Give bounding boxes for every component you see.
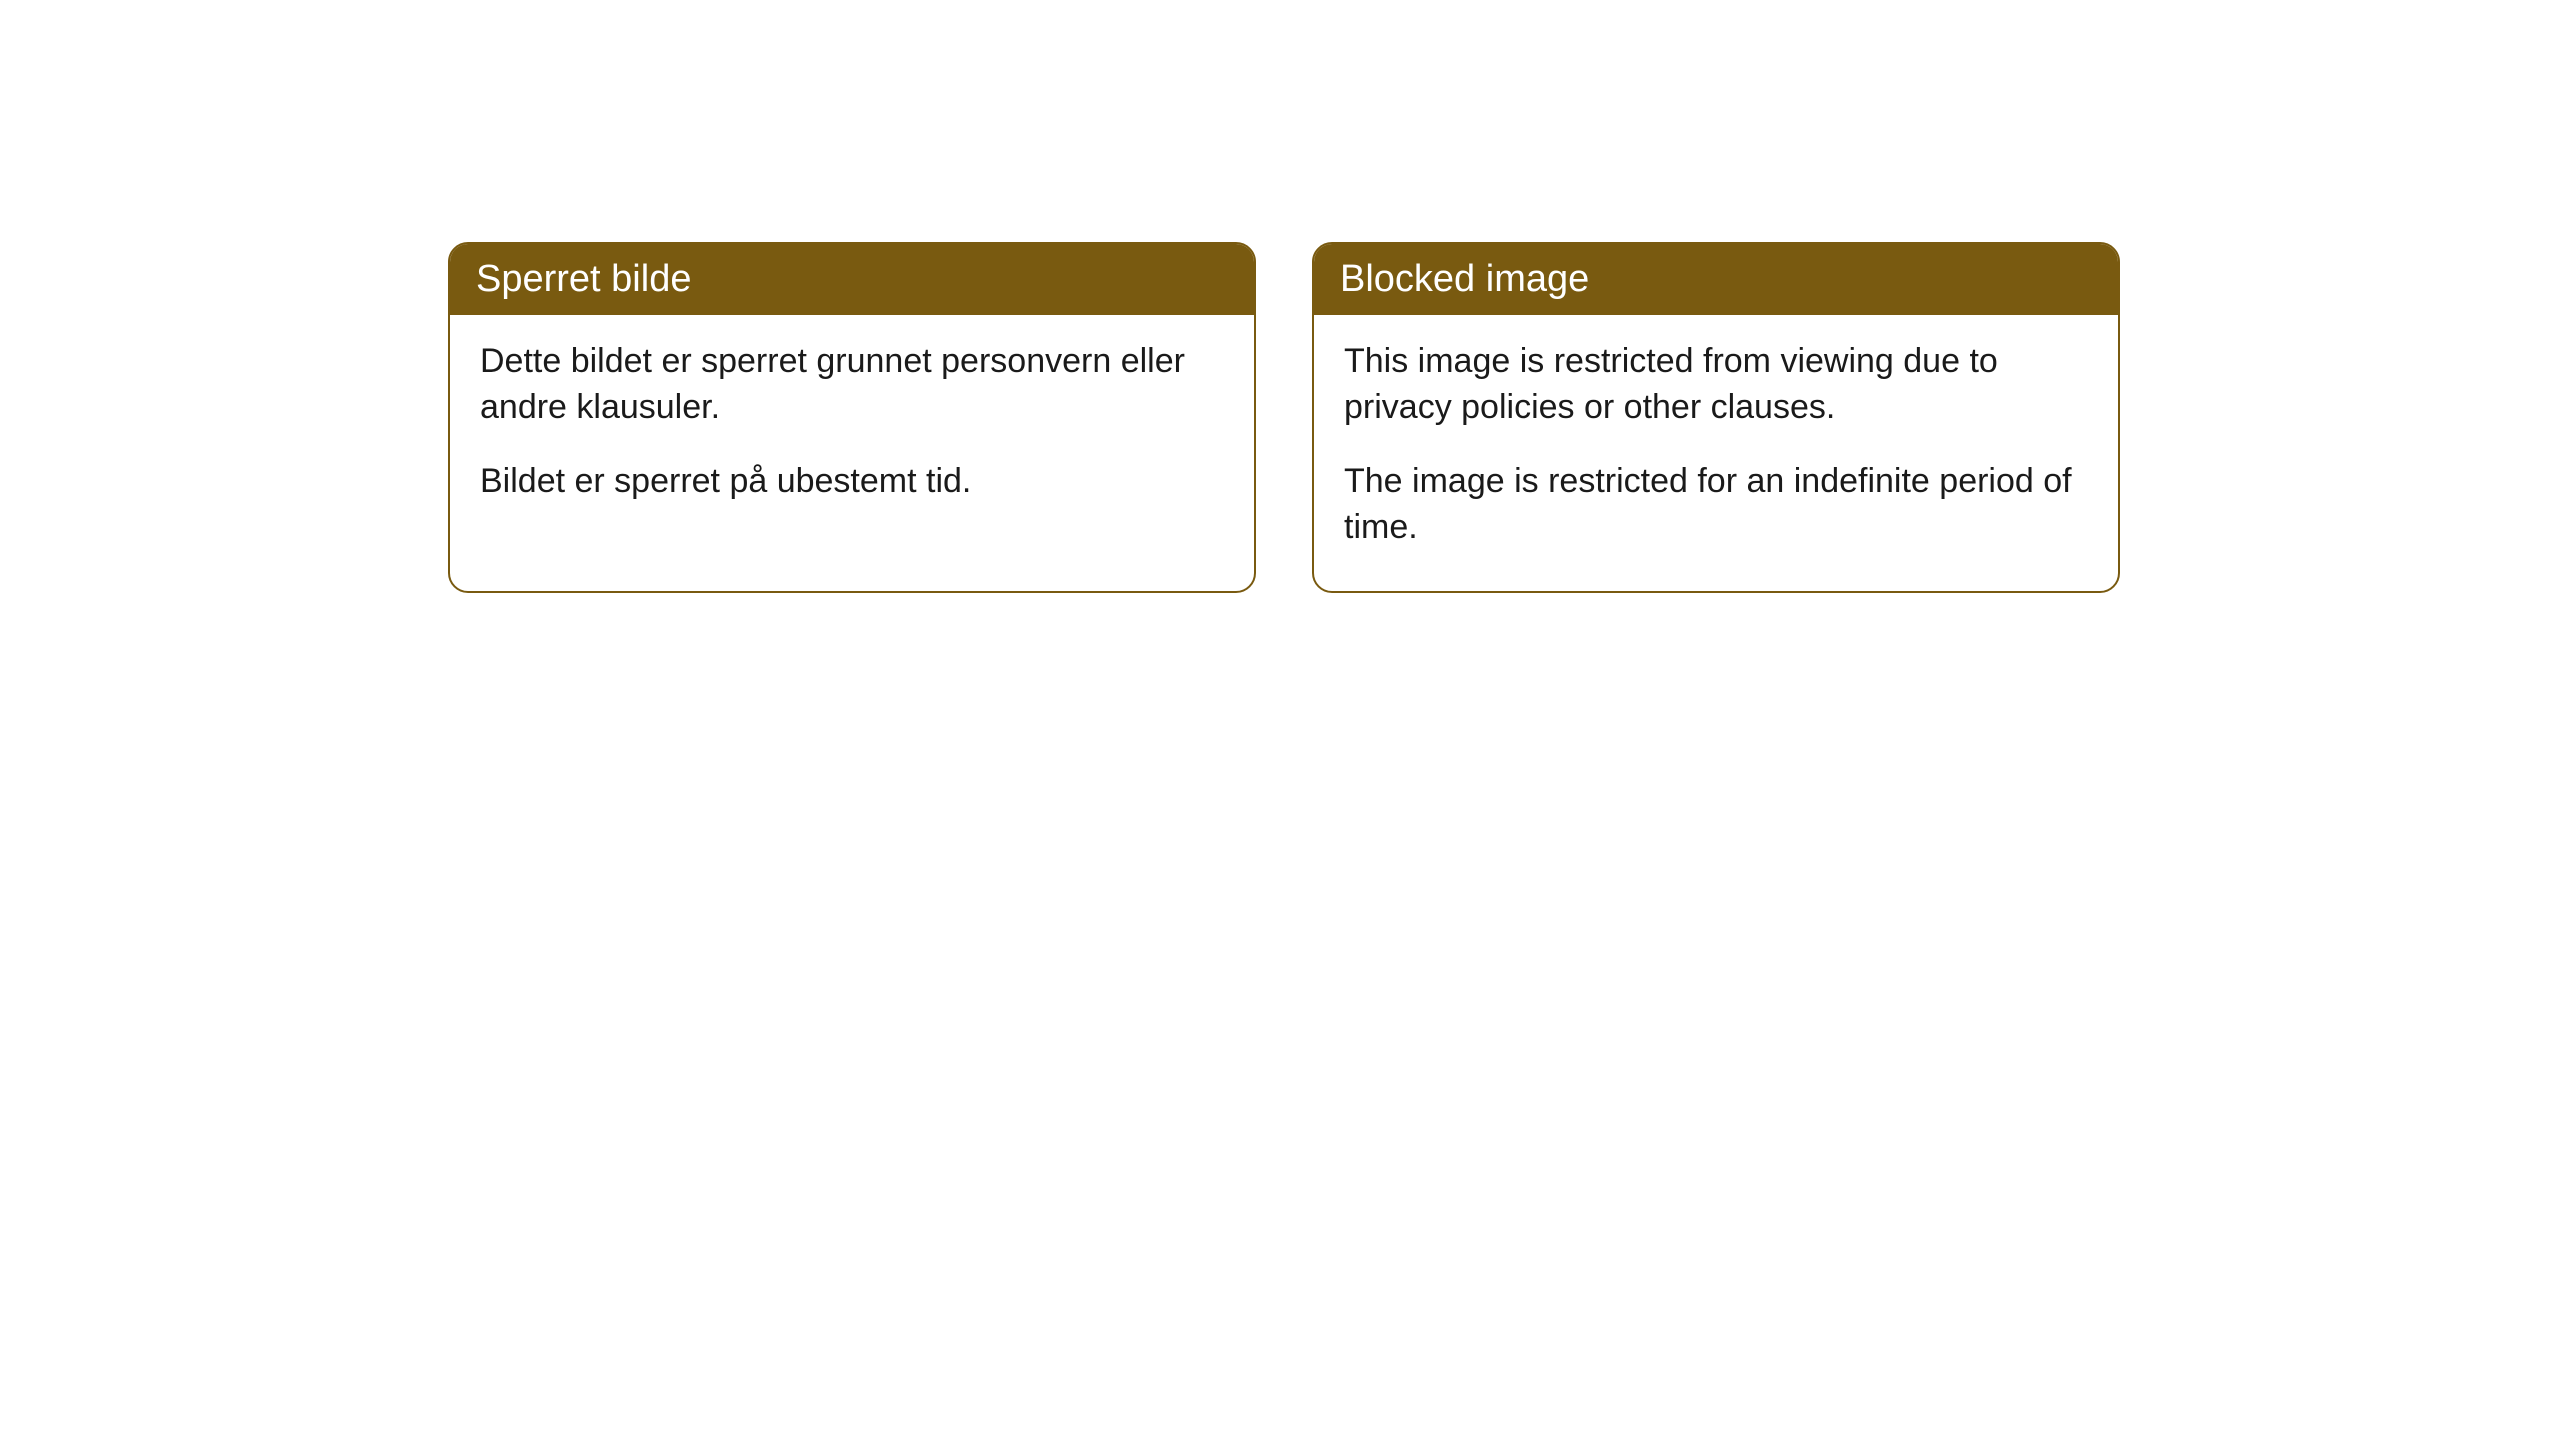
card-body-english: This image is restricted from viewing du…: [1314, 315, 2118, 591]
notice-card-norwegian: Sperret bilde Dette bildet er sperret gr…: [448, 242, 1256, 593]
card-header-norwegian: Sperret bilde: [450, 244, 1254, 315]
card-title: Blocked image: [1340, 258, 1589, 300]
card-paragraph: Dette bildet er sperret grunnet personve…: [480, 339, 1224, 431]
card-paragraph: The image is restricted for an indefinit…: [1344, 459, 2088, 551]
notice-card-english: Blocked image This image is restricted f…: [1312, 242, 2120, 593]
card-paragraph: This image is restricted from viewing du…: [1344, 339, 2088, 431]
card-paragraph: Bildet er sperret på ubestemt tid.: [480, 459, 1224, 505]
card-title: Sperret bilde: [476, 258, 691, 300]
card-header-english: Blocked image: [1314, 244, 2118, 315]
notice-cards-container: Sperret bilde Dette bildet er sperret gr…: [448, 242, 2120, 593]
card-body-norwegian: Dette bildet er sperret grunnet personve…: [450, 315, 1254, 545]
